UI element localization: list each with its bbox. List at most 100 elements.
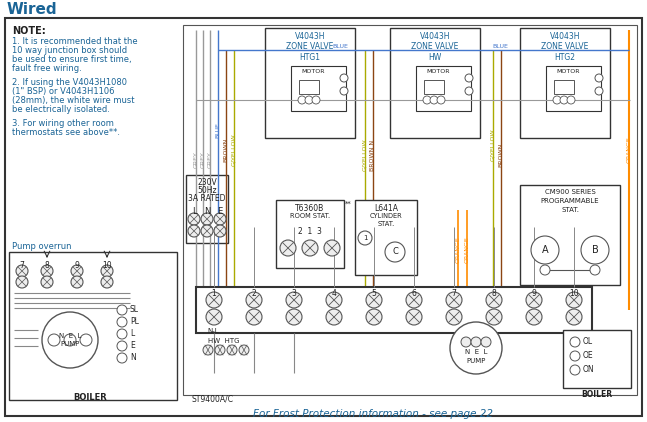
Text: 9: 9 (532, 289, 536, 298)
Text: V4043H
ZONE VALVE
HTG2: V4043H ZONE VALVE HTG2 (542, 32, 589, 62)
Text: CM900 SERIES: CM900 SERIES (545, 189, 595, 195)
Text: 8: 8 (492, 289, 496, 298)
Text: PL: PL (130, 317, 139, 327)
Text: ORANGE: ORANGE (626, 137, 631, 163)
Circle shape (570, 337, 580, 347)
Circle shape (201, 213, 213, 225)
Circle shape (446, 292, 462, 308)
Text: BLUE: BLUE (332, 44, 348, 49)
Circle shape (471, 337, 481, 347)
Circle shape (366, 292, 382, 308)
Text: be used to ensure first time,: be used to ensure first time, (12, 55, 131, 64)
Text: A: A (542, 245, 548, 255)
Text: 7: 7 (452, 289, 456, 298)
Bar (416, 66, 471, 111)
Text: 10 way junction box should: 10 way junction box should (12, 46, 127, 55)
Circle shape (450, 322, 502, 374)
Text: 2  1  3: 2 1 3 (298, 227, 322, 236)
Circle shape (481, 337, 491, 347)
Text: OL: OL (583, 338, 593, 346)
Text: 3A RATED: 3A RATED (188, 194, 226, 203)
Bar (424, 80, 444, 94)
Text: 3. For wiring other room: 3. For wiring other room (12, 119, 114, 128)
Text: L641A: L641A (374, 204, 398, 213)
Text: BOILER: BOILER (582, 390, 613, 399)
Circle shape (101, 265, 113, 277)
Circle shape (358, 231, 372, 245)
Text: fault free wiring.: fault free wiring. (12, 64, 82, 73)
Circle shape (239, 345, 249, 355)
Text: BROWN: BROWN (498, 143, 503, 167)
Circle shape (581, 236, 609, 264)
Circle shape (16, 265, 28, 277)
Bar (520, 185, 620, 285)
Text: 1: 1 (212, 289, 216, 298)
Text: PROGRAMMABLE: PROGRAMMABLE (541, 198, 599, 204)
Text: OE: OE (583, 352, 594, 360)
Circle shape (298, 96, 306, 104)
Text: ROOM STAT.: ROOM STAT. (290, 213, 330, 219)
Text: 7: 7 (19, 261, 25, 270)
Circle shape (203, 345, 213, 355)
Circle shape (305, 96, 313, 104)
Text: N  E  L: N E L (59, 333, 82, 339)
Text: GREY: GREY (193, 151, 199, 168)
Circle shape (206, 309, 222, 325)
Text: BROWN: BROWN (223, 138, 228, 162)
Text: L: L (130, 330, 134, 338)
Bar (276, 200, 344, 268)
Text: MOTOR: MOTOR (426, 69, 450, 74)
Text: G/YELLOW: G/YELLOW (232, 134, 237, 166)
Circle shape (526, 292, 542, 308)
Circle shape (41, 265, 53, 277)
Text: ORANGE: ORANGE (465, 237, 470, 263)
Text: N: N (130, 354, 136, 362)
Text: Wired: Wired (7, 2, 58, 17)
Text: 10: 10 (569, 289, 579, 298)
Text: V4043H
ZONE VALVE
HTG1: V4043H ZONE VALVE HTG1 (287, 32, 334, 62)
Circle shape (246, 309, 262, 325)
Circle shape (101, 276, 113, 288)
Bar (196, 287, 592, 333)
Circle shape (206, 292, 222, 308)
Circle shape (595, 74, 603, 82)
Circle shape (48, 334, 60, 346)
Text: G/YELLOW: G/YELLOW (362, 139, 367, 171)
Bar (186, 175, 228, 243)
Circle shape (188, 213, 200, 225)
Circle shape (117, 317, 127, 327)
Circle shape (566, 292, 582, 308)
Text: ON: ON (583, 365, 595, 374)
Circle shape (567, 96, 575, 104)
Circle shape (590, 265, 600, 275)
Text: thermostats see above**.: thermostats see above**. (12, 128, 120, 137)
Circle shape (215, 345, 225, 355)
Circle shape (326, 292, 342, 308)
Text: MOTOR: MOTOR (556, 69, 580, 74)
Text: (28mm), the white wire must: (28mm), the white wire must (12, 96, 135, 105)
Circle shape (540, 265, 550, 275)
Circle shape (214, 213, 226, 225)
Text: BLUE: BLUE (215, 122, 221, 138)
Bar (554, 80, 574, 94)
Circle shape (531, 236, 559, 264)
Circle shape (366, 309, 382, 325)
Bar (183, 25, 637, 395)
Circle shape (570, 365, 580, 375)
Circle shape (64, 334, 76, 346)
Text: BROWN N: BROWN N (371, 139, 375, 170)
Circle shape (302, 240, 318, 256)
Text: MOTOR: MOTOR (302, 69, 325, 74)
Text: V4043H
ZONE VALVE
HW: V4043H ZONE VALVE HW (411, 32, 459, 62)
Circle shape (42, 312, 98, 368)
Text: CYLINDER: CYLINDER (369, 213, 402, 219)
Text: **: ** (345, 201, 352, 207)
Text: 2. If using the V4043H1080: 2. If using the V4043H1080 (12, 78, 127, 87)
Circle shape (423, 96, 431, 104)
Circle shape (465, 87, 473, 95)
Text: PUMP: PUMP (466, 358, 486, 364)
Circle shape (16, 276, 28, 288)
Circle shape (312, 96, 320, 104)
Circle shape (595, 87, 603, 95)
Circle shape (486, 292, 502, 308)
